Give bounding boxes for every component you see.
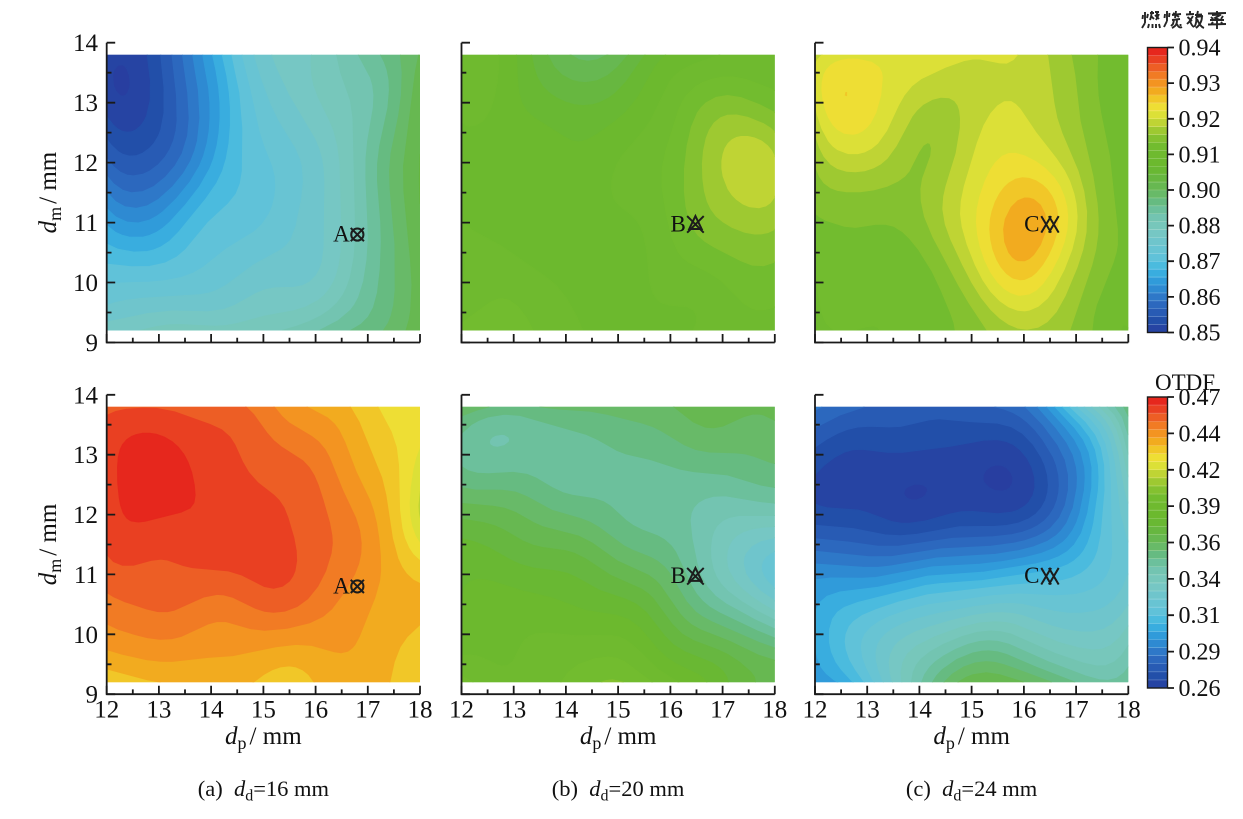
svg-text:C: C <box>1024 211 1039 236</box>
svg-text:13: 13 <box>73 442 98 469</box>
svg-text:(a) dd=16 mm: (a) dd=16 mm <box>198 776 330 805</box>
svg-text:0.36: 0.36 <box>1179 531 1221 557</box>
svg-text:11: 11 <box>74 210 98 237</box>
svg-text:9: 9 <box>86 330 99 357</box>
svg-text:0.88: 0.88 <box>1179 214 1221 240</box>
svg-text:0.87: 0.87 <box>1179 249 1221 275</box>
svg-text:13: 13 <box>146 697 171 724</box>
svg-text:B: B <box>671 211 686 236</box>
svg-text:12: 12 <box>449 697 474 724</box>
svg-text:A: A <box>333 573 350 598</box>
svg-text:0.44: 0.44 <box>1179 421 1221 447</box>
svg-text:14: 14 <box>199 697 225 724</box>
svg-text:(c) dd=24 mm: (c) dd=24 mm <box>906 776 1038 805</box>
svg-text:15: 15 <box>251 697 276 724</box>
svg-text:12: 12 <box>73 150 98 177</box>
svg-text:dp/ mm: dp / mm <box>933 723 1010 753</box>
svg-text:dp/ mm: dp / mm <box>225 723 302 753</box>
svg-text:0.91: 0.91 <box>1179 142 1221 168</box>
svg-text:13: 13 <box>501 697 526 724</box>
svg-text:dm/ mm: dm/ mm <box>35 151 65 233</box>
svg-text:17: 17 <box>1064 697 1089 724</box>
svg-text:10: 10 <box>73 622 98 649</box>
svg-text:18: 18 <box>1116 697 1141 724</box>
svg-text:14: 14 <box>73 382 99 409</box>
svg-text:0.85: 0.85 <box>1179 321 1221 347</box>
svg-text:0.92: 0.92 <box>1179 107 1221 133</box>
svg-text:11: 11 <box>74 562 98 589</box>
svg-text:12: 12 <box>94 697 119 724</box>
svg-text:0.31: 0.31 <box>1179 603 1221 629</box>
svg-text:0.39: 0.39 <box>1179 494 1221 520</box>
svg-text:12: 12 <box>73 502 98 529</box>
svg-text:OTDF: OTDF <box>1155 370 1215 395</box>
svg-text:10: 10 <box>73 270 98 297</box>
svg-text:0.86: 0.86 <box>1179 285 1221 311</box>
svg-text:16: 16 <box>303 697 328 724</box>
svg-text:15: 15 <box>606 697 631 724</box>
svg-text:12: 12 <box>803 697 828 724</box>
svg-text:C: C <box>1024 563 1039 588</box>
svg-text:16: 16 <box>1011 697 1036 724</box>
svg-text:0.26: 0.26 <box>1179 676 1221 702</box>
svg-text:0.47: 0.47 <box>1179 385 1221 411</box>
svg-text:13: 13 <box>855 697 880 724</box>
svg-text:0.90: 0.90 <box>1179 178 1221 204</box>
svg-text:0.34: 0.34 <box>1179 567 1221 593</box>
svg-text:14: 14 <box>907 697 933 724</box>
svg-text:0.42: 0.42 <box>1179 458 1221 484</box>
svg-text:15: 15 <box>959 697 984 724</box>
svg-text:18: 18 <box>408 697 433 724</box>
svg-text:17: 17 <box>710 697 735 724</box>
svg-text:9: 9 <box>86 682 99 709</box>
svg-text:0.29: 0.29 <box>1179 640 1221 666</box>
svg-text:A: A <box>333 222 350 247</box>
svg-text:0.93: 0.93 <box>1179 71 1221 97</box>
svg-text:0.94: 0.94 <box>1179 36 1221 62</box>
svg-text:18: 18 <box>762 697 787 724</box>
svg-text:(b) dd=20 mm: (b) dd=20 mm <box>552 776 685 805</box>
svg-text:B: B <box>671 563 686 588</box>
svg-text:13: 13 <box>73 90 98 117</box>
svg-text:17: 17 <box>355 697 380 724</box>
svg-text:14: 14 <box>553 697 579 724</box>
svg-text:dp/ mm: dp / mm <box>580 723 657 753</box>
svg-text:16: 16 <box>658 697 683 724</box>
svg-text:dm/ mm: dm/ mm <box>35 503 65 585</box>
svg-text:14: 14 <box>73 30 99 57</box>
